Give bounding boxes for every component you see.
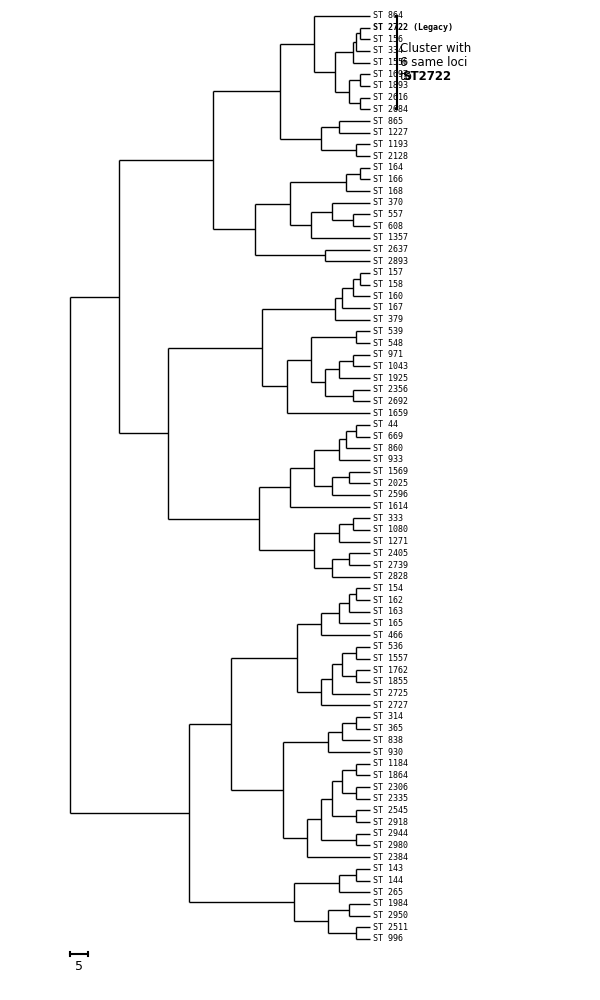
Text: ST 333: ST 333: [373, 514, 403, 523]
Text: ST 1227: ST 1227: [373, 128, 408, 137]
Text: ST 158: ST 158: [373, 280, 403, 289]
Text: ST 2828: ST 2828: [373, 572, 408, 581]
Text: ST 314: ST 314: [373, 712, 403, 721]
Text: ST 2918: ST 2918: [373, 818, 408, 827]
Text: ST 2739: ST 2739: [373, 561, 408, 570]
Text: ST 156: ST 156: [373, 35, 403, 44]
Text: ST 165: ST 165: [373, 619, 403, 628]
Text: ST 157: ST 157: [373, 268, 403, 277]
Text: ST 1357: ST 1357: [373, 233, 408, 242]
Text: ST 2893: ST 2893: [373, 257, 408, 266]
Text: ST 2545: ST 2545: [373, 806, 408, 815]
Text: ST 2616: ST 2616: [373, 93, 408, 102]
Text: ST 1614: ST 1614: [373, 502, 408, 511]
Text: ST 860: ST 860: [373, 444, 403, 453]
Text: ST 2384: ST 2384: [373, 853, 408, 862]
Text: ST 608: ST 608: [373, 222, 403, 231]
Text: ST 2405: ST 2405: [373, 549, 408, 558]
Text: ST 1569: ST 1569: [373, 467, 408, 476]
Text: ST 1556: ST 1556: [373, 58, 408, 67]
Text: ST 539: ST 539: [373, 327, 403, 336]
Text: ST 548: ST 548: [373, 339, 403, 348]
Text: ST 933: ST 933: [373, 455, 403, 464]
Text: ST 1984: ST 1984: [373, 899, 408, 908]
Text: ST 2950: ST 2950: [373, 911, 408, 920]
Text: ST 168: ST 168: [373, 187, 403, 196]
Text: ST 1864: ST 1864: [373, 771, 408, 780]
Text: ST 2596: ST 2596: [373, 490, 408, 499]
Text: ST 865: ST 865: [373, 117, 403, 126]
Text: ST 154: ST 154: [373, 584, 403, 593]
Text: ST 1043: ST 1043: [373, 362, 408, 371]
Text: ST 1659: ST 1659: [373, 409, 408, 418]
Text: ST 44: ST 44: [373, 420, 398, 429]
Text: to: to: [400, 70, 415, 83]
Text: ST 2306: ST 2306: [373, 783, 408, 792]
Text: ST 164: ST 164: [373, 163, 403, 172]
Text: ST 1271: ST 1271: [373, 537, 408, 546]
Text: ST 2128: ST 2128: [373, 152, 408, 161]
Text: ST 1184: ST 1184: [373, 759, 408, 768]
Text: ST 379: ST 379: [373, 315, 403, 324]
Text: ST 143: ST 143: [373, 864, 403, 873]
Text: ST2722: ST2722: [403, 70, 452, 83]
Text: 6 same loci: 6 same loci: [400, 56, 467, 69]
Text: Cluster with: Cluster with: [400, 42, 471, 55]
Text: ST 669: ST 669: [373, 432, 403, 441]
Text: ST 2637: ST 2637: [373, 245, 408, 254]
Text: ST 1762: ST 1762: [373, 666, 408, 675]
Text: ST 2722 (Legacy): ST 2722 (Legacy): [373, 23, 453, 32]
Text: ST 1557: ST 1557: [373, 654, 408, 663]
Text: ST 2684: ST 2684: [373, 105, 408, 114]
Text: ST 536: ST 536: [373, 642, 403, 651]
Text: 5: 5: [75, 960, 83, 973]
Text: ST 162: ST 162: [373, 596, 403, 605]
Text: ST 2944: ST 2944: [373, 829, 408, 838]
Text: ST 1925: ST 1925: [373, 374, 408, 383]
Text: ST 144: ST 144: [373, 876, 403, 885]
Text: ST 166: ST 166: [373, 175, 403, 184]
Text: ST 2335: ST 2335: [373, 794, 408, 803]
Text: ST 167: ST 167: [373, 303, 403, 312]
Text: ST 2727: ST 2727: [373, 701, 408, 710]
Text: ST 1193: ST 1193: [373, 140, 408, 149]
Text: ST 2725: ST 2725: [373, 689, 408, 698]
Text: ST 466: ST 466: [373, 631, 403, 640]
Text: ST 996: ST 996: [373, 934, 403, 943]
Text: ST 930: ST 930: [373, 748, 403, 757]
Text: ST 2692: ST 2692: [373, 397, 408, 406]
Text: ST 838: ST 838: [373, 736, 403, 745]
Text: ST 265: ST 265: [373, 888, 403, 897]
Text: ST 334: ST 334: [373, 46, 403, 55]
Text: ST 1893: ST 1893: [373, 81, 408, 90]
Text: ST 2356: ST 2356: [373, 385, 408, 394]
Text: ST 2511: ST 2511: [373, 923, 408, 932]
Text: ST 163: ST 163: [373, 607, 403, 616]
Text: ST 1697: ST 1697: [373, 70, 408, 79]
Text: ST 1080: ST 1080: [373, 525, 408, 534]
Text: ST 971: ST 971: [373, 350, 403, 359]
Text: ST 557: ST 557: [373, 210, 403, 219]
Text: ST 864: ST 864: [373, 11, 403, 20]
Text: ST 1855: ST 1855: [373, 677, 408, 686]
Text: ST 160: ST 160: [373, 292, 403, 301]
Text: ST 370: ST 370: [373, 198, 403, 207]
Text: ST 2025: ST 2025: [373, 479, 408, 488]
Text: ST 2980: ST 2980: [373, 841, 408, 850]
Text: ST 365: ST 365: [373, 724, 403, 733]
